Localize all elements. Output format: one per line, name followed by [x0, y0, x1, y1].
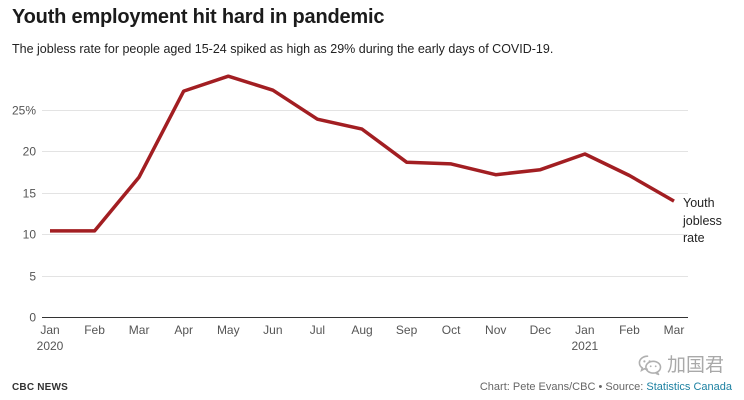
series-layer — [50, 74, 675, 233]
x-tick-label: Jan — [40, 323, 59, 337]
watermark: 加国君 — [638, 353, 724, 377]
y-axis: 0 5 10 15 20 25% — [12, 104, 36, 325]
source-label: Source: — [605, 381, 644, 393]
x-tick-label: Jun — [263, 323, 282, 337]
x-tick-label: Aug — [351, 323, 372, 337]
y-tick-label: 25% — [12, 104, 36, 118]
y-tick-label: 5 — [29, 270, 36, 284]
credit-text: Chart: Pete Evans/CBC — [479, 381, 596, 393]
x-tick-label: Apr — [174, 323, 193, 337]
chart-title: Youth employment hit hard in pandemic — [12, 6, 385, 28]
x-tick-label: Mar — [664, 323, 685, 337]
brand-label: CBC NEWS — [12, 382, 69, 393]
source-link[interactable]: Statistics Canada — [646, 381, 732, 393]
x-tick-label: Sep — [396, 323, 418, 337]
x-tick-label: Mar — [129, 323, 150, 337]
series-line — [50, 74, 675, 233]
x-tick-label: May — [217, 323, 240, 337]
x-tick-label: Feb — [619, 323, 640, 337]
series-label: Youth jobless rate — [683, 196, 722, 245]
x-year-label: 2021 — [572, 339, 599, 353]
x-tick-label: Oct — [442, 323, 461, 337]
x-axis: Jan 2020 Feb Mar Apr May Jun Jul Aug Sep Oct Nov Dec… — [37, 317, 688, 353]
chart-subtitle: The jobless rate for people aged 15-24 s… — [12, 42, 554, 56]
x-tick-label: Jul — [310, 323, 325, 337]
watermark-text: 加国君 — [667, 354, 725, 376]
x-tick-label: Feb — [84, 323, 105, 337]
y-tick-label: 0 — [29, 311, 36, 325]
wechat-icon — [638, 355, 662, 376]
y-tick-label: 20 — [23, 145, 37, 159]
y-tick-label: 10 — [23, 228, 37, 242]
x-tick-label: Jan — [575, 323, 594, 337]
x-tick-label: Dec — [530, 323, 551, 337]
grid-layer — [42, 110, 688, 277]
x-tick-label: Nov — [485, 323, 506, 337]
y-tick-label: 15 — [23, 187, 37, 201]
credit-separator: • — [598, 381, 603, 393]
x-year-label: 2020 — [37, 339, 64, 353]
chart-credit: Chart: Pete Evans/CBC • Source: Statisti… — [480, 381, 732, 394]
